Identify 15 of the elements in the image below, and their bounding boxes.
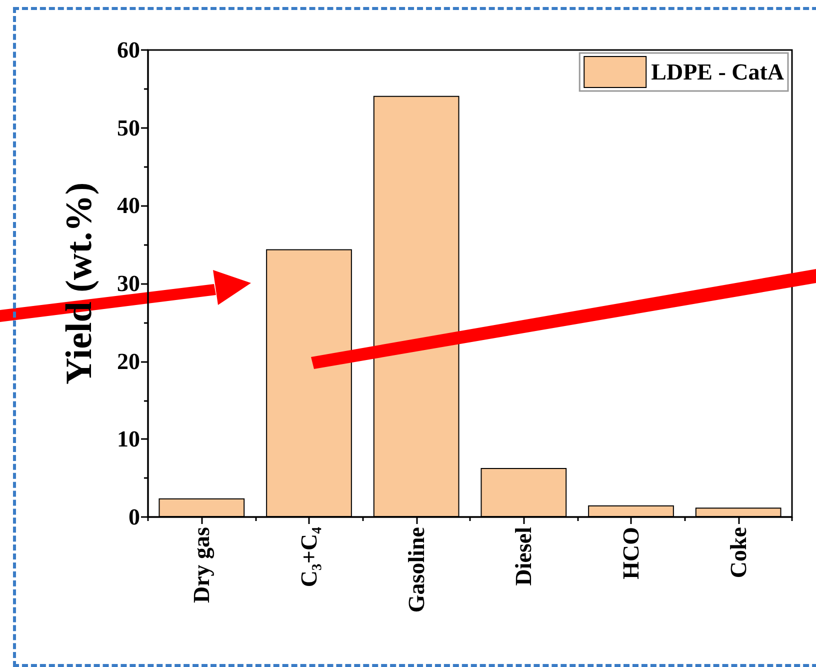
x-tick-label: Gasoline xyxy=(404,527,429,613)
y-tick-label: 0 xyxy=(128,504,140,530)
y-tick-label: 60 xyxy=(117,38,140,62)
x-tick-label: Diesel xyxy=(511,527,536,586)
x-tick-label: Dry gas xyxy=(189,526,216,604)
y-tick-label: 10 xyxy=(117,426,140,452)
x-tick-label: Coke xyxy=(726,527,751,578)
y-tick-label: 30 xyxy=(117,271,140,296)
y-tick-label: 20 xyxy=(117,348,140,374)
x-tick-label: C₃+C₄ xyxy=(296,526,322,588)
x-tick-label: HCO xyxy=(618,527,644,580)
y-axis-title: Yield (wt.%) xyxy=(59,182,100,385)
y-tick-label: 50 xyxy=(117,115,140,140)
legend-label: LDPE - CatA xyxy=(651,60,784,84)
y-tick-label: 40 xyxy=(117,193,140,218)
